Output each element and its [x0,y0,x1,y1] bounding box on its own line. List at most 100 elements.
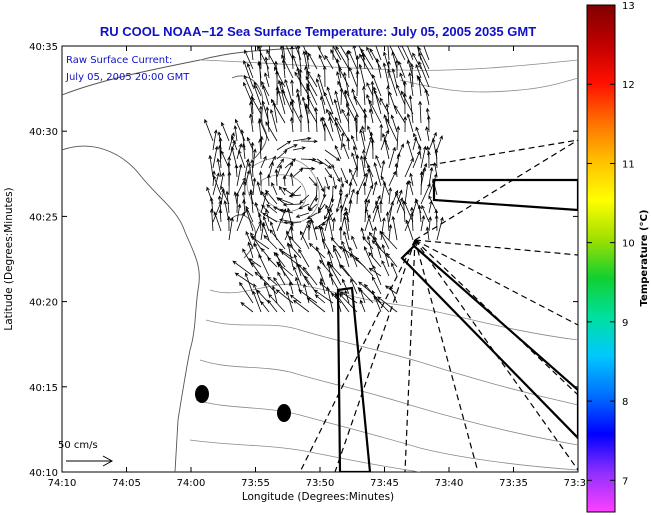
current-vector [263,234,278,250]
current-vector [399,72,406,88]
current-vector [396,84,406,106]
current-vector [369,48,382,70]
current-vector [370,80,375,106]
colorbar-tick-label: 13 [622,1,635,12]
current-vector [212,145,219,169]
current-vector [212,172,220,196]
current-vector [204,118,214,142]
current-vector [346,137,351,151]
current-vector [305,103,318,124]
current-vector [405,219,414,241]
current-vector [319,95,326,115]
current-vector [282,46,286,61]
current-vector [408,94,414,124]
current-vector [371,74,382,97]
current-vector [261,80,270,97]
current-vector [233,191,238,205]
current-vector [292,136,312,142]
current-vector [339,46,350,61]
current-vector [267,299,278,313]
current-vector [341,108,350,124]
current-vector [213,211,222,232]
current-vector [234,163,239,178]
current-vector [284,158,296,169]
current-vector [242,248,254,268]
current-vector [381,243,390,268]
colorbar-tick-label: 9 [622,318,628,329]
current-vector [406,139,414,160]
y-axis: 40:10 40:15 40:20 40:25 40:30 40:35 [29,42,578,479]
current-vector [333,98,342,124]
current-vector [358,63,366,88]
current-vector [315,78,326,106]
current-vector [256,289,270,304]
current-vector [285,46,294,61]
current-vector [258,253,270,277]
current-vector [397,46,406,61]
current-vector [298,248,310,268]
current-vector [436,216,444,241]
current-vector [327,250,334,268]
current-vector [362,85,366,106]
current-vector [228,216,234,241]
current-vector [323,91,334,115]
current-vector [324,176,330,191]
current-vector [316,246,326,268]
current-vector [257,61,262,88]
current-vector [245,208,254,232]
current-vector [387,60,391,79]
current-vector [244,272,254,295]
current-vector [408,72,414,97]
x-tick-label: 73:55 [241,478,270,489]
current-vector [326,286,334,313]
current-vector [251,261,262,277]
colorbar-tick-label: 10 [622,239,635,250]
y-tick-label: 40:10 [29,468,58,479]
current-vector [395,59,399,78]
current-vector [358,281,374,295]
current-vector [388,186,393,205]
current-vector [326,261,334,286]
current-vector [398,60,406,79]
current-vector [339,188,343,205]
current-vector [325,204,334,223]
current-vector [368,267,382,277]
current-vector [326,86,334,106]
current-vector [307,94,318,115]
current-vector [322,65,327,88]
current-vector [266,204,278,214]
current-vector [299,194,310,204]
y-tick-label: 40:30 [29,127,58,138]
current-vector [243,81,254,106]
current-vector [340,167,348,185]
y-tick-label: 40:20 [29,298,58,309]
current-vector [284,144,298,151]
current-vector [269,108,278,133]
current-vector [265,208,270,223]
current-vector [394,104,406,124]
current-vector [350,134,358,151]
coastline [62,145,200,472]
current-vector [357,286,374,304]
current-vector [372,204,379,223]
current-vector [324,149,341,161]
current-vector [340,176,345,188]
current-vector [234,118,246,142]
current-vector [285,290,294,313]
y-tick-label: 40:25 [29,212,58,223]
current-vector [249,113,254,133]
current-vector [343,215,350,241]
current-vector [244,49,254,70]
current-annotation-title: Raw Surface Current: [66,55,172,66]
current-vector [242,198,246,214]
current-vector [218,144,222,169]
current-vector [218,208,223,223]
current-vector [267,257,278,268]
current-vector [259,135,264,151]
current-vector [250,235,270,250]
current-vector [292,168,304,178]
colorbar [586,4,616,513]
current-vector [388,91,398,115]
current-vector [319,259,334,277]
current-vector [243,74,254,97]
